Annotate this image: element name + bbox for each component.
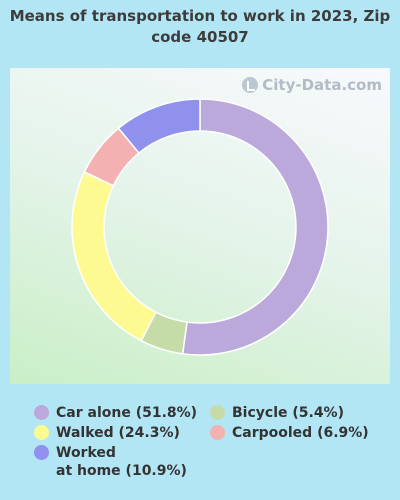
- city-data-logo-icon: [242, 77, 259, 93]
- legend-swatch: [210, 425, 225, 440]
- legend-label: Worked at home (10.9%): [56, 445, 187, 479]
- legend-swatch: [210, 405, 225, 420]
- watermark-text: City-Data.com: [262, 76, 382, 94]
- slice-car-alone: [181, 98, 329, 356]
- legend-label: Car alone (51.8%): [56, 405, 198, 421]
- watermark: City-Data.com: [242, 76, 382, 94]
- legend-swatch: [34, 445, 49, 460]
- legend-item-carpooled: Carpooled (6.9%): [210, 424, 369, 442]
- legend-label: Carpooled (6.9%): [232, 425, 369, 441]
- legend-item-walked: Walked (24.3%): [34, 424, 180, 442]
- legend-item-car-alone: Car alone (51.8%): [34, 404, 197, 422]
- slice-worked-at-home: [117, 98, 201, 154]
- chart-title: Means of transportation to work in 2023,…: [9, 7, 391, 46]
- legend-swatch: [34, 425, 49, 440]
- legend-item-worked-at-home: Worked at home (10.9%): [34, 444, 187, 480]
- slice-walked: [71, 170, 157, 342]
- legend-label: Walked (24.3%): [56, 425, 180, 441]
- legend-label: Bicycle (5.4%): [232, 405, 344, 421]
- legend-item-bicycle: Bicycle (5.4%): [210, 404, 344, 422]
- legend-swatch: [34, 405, 49, 420]
